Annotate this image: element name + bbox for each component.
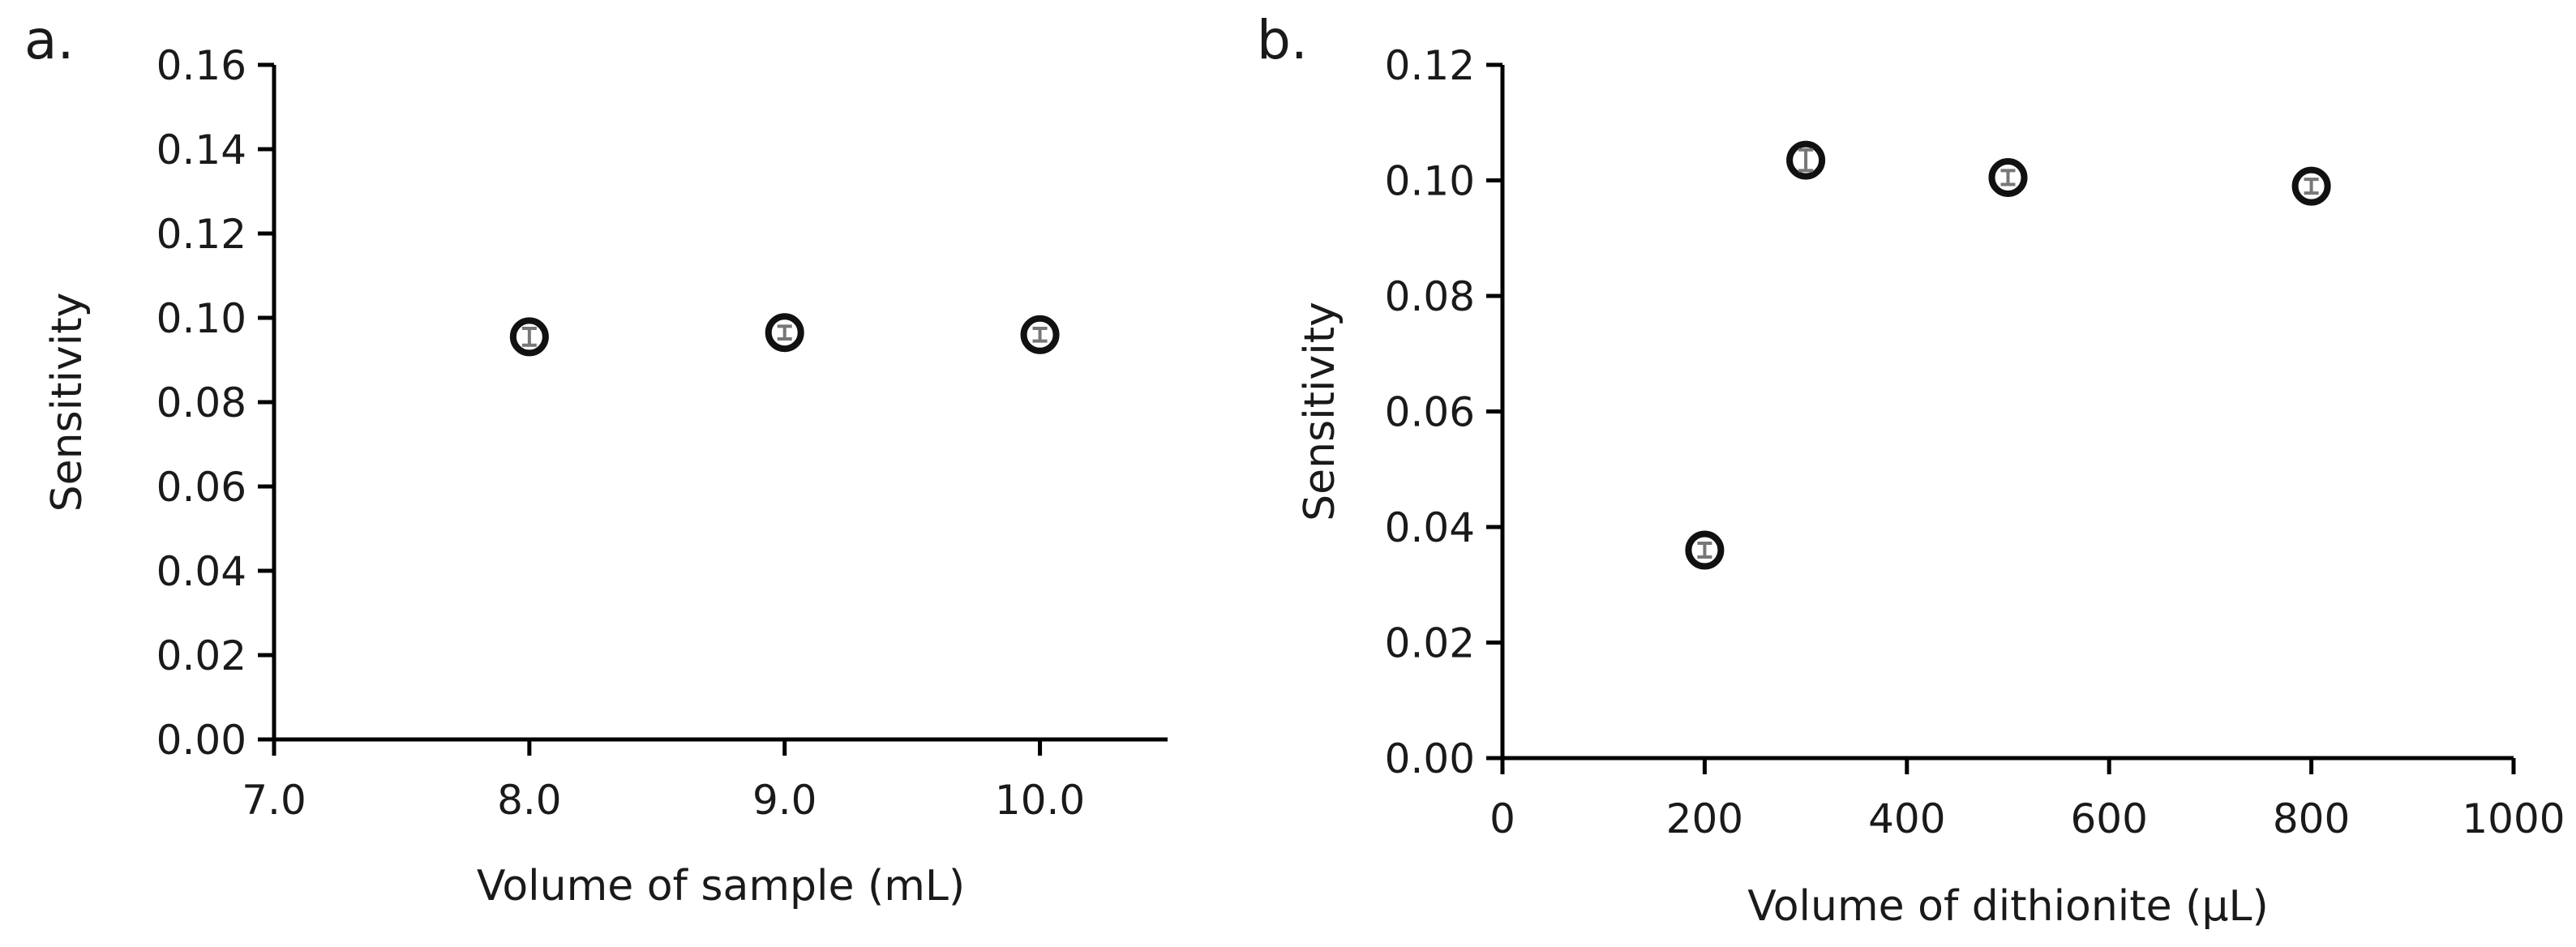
y-tick-label: 0.14 xyxy=(156,126,246,174)
y-tick-label: 0.02 xyxy=(156,632,246,679)
chart-panel-b: 0.00 0.02 0.04 0.06 0.08 0.10 0.12 0 200 400 600 80… xyxy=(1257,9,2565,931)
error-bar xyxy=(1032,327,1048,343)
y-tick-label: 0.04 xyxy=(1385,504,1475,551)
x-axis-title: Volume of sample (mL) xyxy=(477,862,965,911)
error-bar xyxy=(521,327,537,347)
x-axis-title: Volume of dithionite (µL) xyxy=(1747,882,2269,931)
x-tick-label: 200 xyxy=(1666,795,1743,842)
data-point xyxy=(1988,157,2028,197)
panel-label: b. xyxy=(1257,9,1308,71)
y-axis-title: Sensitivity xyxy=(1296,302,1344,521)
y-tick-label: 0.12 xyxy=(1385,42,1475,89)
x-tick-label: 7.0 xyxy=(242,777,306,824)
y-tick-label: 0.12 xyxy=(156,211,246,258)
x-tick-label: 10.0 xyxy=(995,777,1085,824)
x-tick-label: 800 xyxy=(2273,795,2350,842)
y-tick-label: 0.06 xyxy=(156,464,246,511)
x-tick-label: 1000 xyxy=(2462,795,2565,842)
data-point xyxy=(1685,530,1725,570)
data-point xyxy=(1020,315,1060,354)
x-tick-label: 400 xyxy=(1868,795,1945,842)
x-tick-label: 9.0 xyxy=(752,777,817,824)
y-tick-label: 0.10 xyxy=(156,295,246,342)
x-tick-label: 600 xyxy=(2070,795,2147,842)
y-tick-label: 0.02 xyxy=(1385,620,1475,667)
data-point xyxy=(765,313,804,353)
y-tick-label: 0.08 xyxy=(156,379,246,426)
panel-label: a. xyxy=(24,9,74,71)
error-bar xyxy=(1798,148,1814,173)
y-tick-label: 0.10 xyxy=(1385,158,1475,205)
y-tick-label: 0.06 xyxy=(1385,389,1475,436)
error-bar xyxy=(777,324,792,341)
x-tick-label: 0 xyxy=(1489,795,1515,842)
data-point xyxy=(2291,166,2331,206)
y-tick-label: 0.16 xyxy=(156,42,246,89)
y-tick-label: 0.04 xyxy=(156,548,246,595)
error-bar xyxy=(2304,178,2319,195)
data-point xyxy=(1786,140,1826,180)
x-tick-label: 8.0 xyxy=(497,777,562,824)
error-bar xyxy=(1697,541,1712,559)
chart-panel-a: 0.00 0.02 0.04 0.06 0.08 0.10 0.12 0.14 0.16 7.0 8… xyxy=(24,9,1168,911)
y-tick-label: 0.08 xyxy=(1385,273,1475,320)
y-axis-title: Sensitivity xyxy=(43,293,92,512)
error-bar xyxy=(2000,169,2016,186)
y-tick-label: 0.00 xyxy=(1385,735,1475,782)
data-point xyxy=(509,317,549,357)
y-tick-label: 0.00 xyxy=(156,717,246,764)
